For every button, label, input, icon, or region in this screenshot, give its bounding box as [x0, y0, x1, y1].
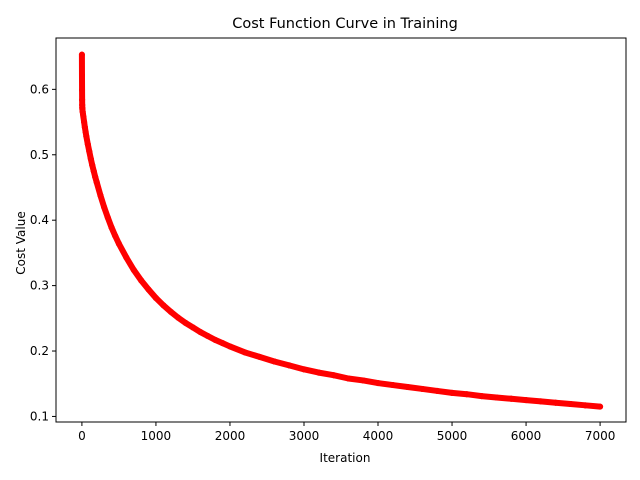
y-tick-label: 0.5 — [30, 148, 49, 162]
series-trail-segment — [582, 402, 604, 410]
y-axis-label: Cost Value — [14, 211, 28, 274]
x-tick-label: 6000 — [511, 429, 542, 443]
x-tick-label: 2000 — [215, 429, 246, 443]
y-tick-label: 0.3 — [30, 279, 49, 293]
plot-area: 0 1000 2000 3000 4000 5000 6000 7000 0.1 0.2 0.3 0.… — [30, 37, 627, 443]
x-tick-label: 4000 — [363, 429, 394, 443]
x-tick-label: 0 — [78, 429, 86, 443]
x-tick-label: 5000 — [437, 429, 468, 443]
y-tick-label: 0.2 — [30, 344, 49, 358]
y-tick-label: 0.1 — [30, 409, 49, 423]
chart-title: Cost Function Curve in Training — [232, 16, 458, 32]
x-axis-label: Iteration — [320, 451, 371, 465]
axes-frame — [55, 37, 627, 423]
y-tick-label: 0.6 — [30, 82, 49, 96]
x-tick-label: 7000 — [585, 429, 616, 443]
y-tick-label: 0.4 — [30, 213, 49, 227]
x-tick-label: 3000 — [289, 429, 320, 443]
x-tick-label: 1000 — [141, 429, 172, 443]
